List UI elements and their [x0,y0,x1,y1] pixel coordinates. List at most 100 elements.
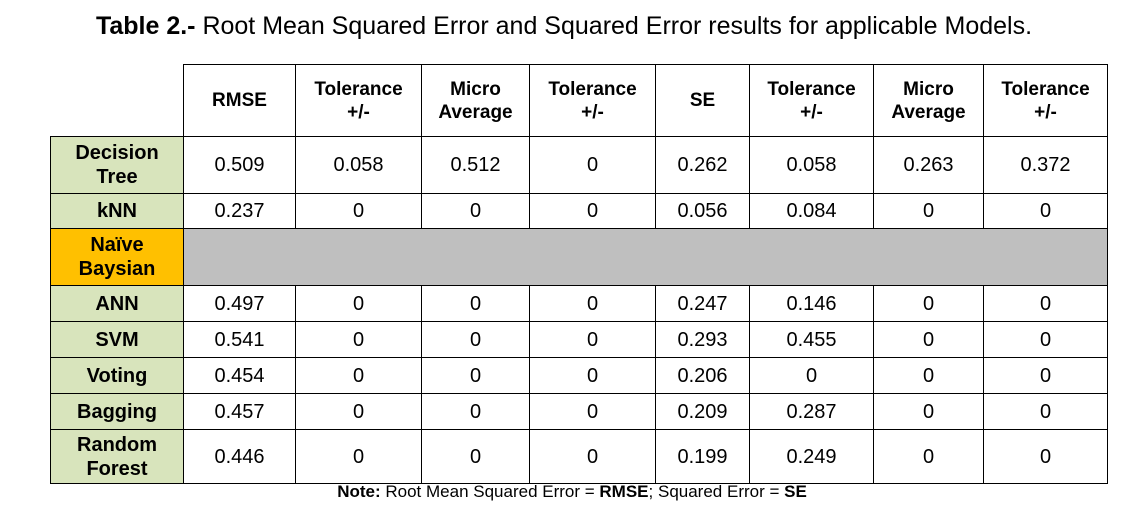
table-cell: 0 [295,357,422,394]
corner-cell [50,64,184,137]
header-se: SE [655,64,750,137]
table-body: Decision Tree 0.509 0.058 0.512 0 0.262 0.058 0.… [50,136,1108,484]
table-cell: 0 [421,193,530,229]
table-cell: 0 [529,193,656,229]
table-row-voting: Voting 0.454 0 0 0 0.206 0 0 0 [50,357,1108,394]
table-cell: 0.263 [873,136,984,194]
table-cell: 0 [295,393,422,430]
row-label-svm: SVM [50,321,184,358]
table-cell: 0 [421,393,530,430]
table-row-naive-baysian: Naïve Baysian [50,228,1108,286]
header-tolerance-3: Tolerance +/- [749,64,874,137]
header-tolerance-4-label: Tolerance +/- [1001,78,1090,123]
table-cell: 0 [873,285,984,322]
table-cell: 0.262 [655,136,750,194]
table-row-bagging: Bagging 0.457 0 0 0 0.209 0.287 0 0 [50,393,1108,430]
table-cell: 0 [873,357,984,394]
table-cell: 0 [529,136,656,194]
table-cell: 0.287 [749,393,874,430]
table-cell: 0 [983,357,1108,394]
note-abbr-rmse: RMSE [599,482,649,501]
table-cell: 0.372 [983,136,1108,194]
table-cell: 0.497 [183,285,296,322]
table-cell: 0 [295,285,422,322]
table-cell: 0.084 [749,193,874,229]
table-cell: 0 [529,393,656,430]
row-label-voting: Voting [50,357,184,394]
table-cell: 0.509 [183,136,296,194]
table-cell: 0.541 [183,321,296,358]
table-cell: 0.058 [749,136,874,194]
note-abbr-se: SE [784,482,807,501]
table-cell: 0 [983,393,1108,430]
table-cell: 0 [983,285,1108,322]
row-label-decision-tree: Decision Tree [50,136,184,194]
table-cell: 0.457 [183,393,296,430]
table-caption: Table 2.- Root Mean Squared Error and Sq… [0,12,1128,41]
table-cell: 0.199 [655,429,750,484]
table-row-knn: kNN 0.237 0 0 0 0.056 0.084 0 0 [50,193,1108,229]
table-cell: 0 [749,357,874,394]
table-cell: 0 [873,321,984,358]
header-tolerance-2-label: Tolerance +/- [548,78,637,123]
table-cell: 0 [983,429,1108,484]
row-label-bagging: Bagging [50,393,184,430]
table-cell: 0 [529,357,656,394]
table-cell: 0.209 [655,393,750,430]
header-micro-average-2-label: Micro Average [891,78,966,123]
table-cell: 0 [295,429,422,484]
header-tolerance-3-label: Tolerance +/- [767,78,856,123]
table-row-random-forest: Random Forest 0.446 0 0 0 0.199 0.249 0 0 [50,429,1108,484]
table-cell: 0 [529,429,656,484]
header-rmse: RMSE [183,64,296,137]
row-label-random-forest: Random Forest [50,429,184,484]
table-row-svm: SVM 0.541 0 0 0 0.293 0.455 0 0 [50,321,1108,358]
table-cell: 0 [295,321,422,358]
table-cell: 0.293 [655,321,750,358]
table-cell: 0 [529,321,656,358]
table-cell: 0.058 [295,136,422,194]
caption-text: Root Mean Squared Error and Squared Erro… [195,12,1033,40]
row-label-knn: kNN [50,193,184,229]
table-note: Note: Root Mean Squared Error = RMSE; Sq… [0,482,1128,502]
unavailable-cell [183,228,1108,286]
header-tolerance-2: Tolerance +/- [529,64,656,137]
table-cell: 0.206 [655,357,750,394]
header-tolerance-4: Tolerance +/- [983,64,1108,137]
table-row-decision-tree: Decision Tree 0.509 0.058 0.512 0 0.262 0.058 0.… [50,136,1108,194]
note-text-1: Root Mean Squared Error = [380,482,600,501]
table-cell: 0 [421,429,530,484]
table-cell: 0 [983,193,1108,229]
table-cell: 0 [295,193,422,229]
table-cell: 0.454 [183,357,296,394]
table-cell: 0 [873,429,984,484]
table-cell: 0 [421,285,530,322]
table-cell: 0.249 [749,429,874,484]
table-cell: 0.512 [421,136,530,194]
table-cell: 0.455 [749,321,874,358]
table-cell: 0.237 [183,193,296,229]
header-micro-average-1-label: Micro Average [438,78,513,123]
header-row: RMSE Tolerance +/- Micro Average Tolerance… [50,64,1108,137]
table-cell: 0 [983,321,1108,358]
header-micro-average-2: Micro Average [873,64,984,137]
caption-prefix: Table 2.- [95,12,196,40]
header-tolerance-1: Tolerance +/- [295,64,422,137]
table-cell: 0 [529,285,656,322]
header-tolerance-1-label: Tolerance +/- [314,78,403,123]
note-prefix: Note: [337,482,381,501]
table-cell: 0 [421,357,530,394]
table-cell: 0 [421,321,530,358]
header-micro-average-1: Micro Average [421,64,530,137]
row-label-ann: ANN [50,285,184,322]
table-row-ann: ANN 0.497 0 0 0 0.247 0.146 0 0 [50,285,1108,322]
table-cell: 0.446 [183,429,296,484]
table-cell: 0.146 [749,285,874,322]
table-cell: 0 [873,193,984,229]
table-cell: 0.056 [655,193,750,229]
table-cell: 0.247 [655,285,750,322]
note-text-2: ; Squared Error = [648,482,785,501]
results-table: RMSE Tolerance +/- Micro Average Tolerance… [50,64,1108,484]
row-label-naive-baysian: Naïve Baysian [50,228,184,286]
table-cell: 0 [873,393,984,430]
